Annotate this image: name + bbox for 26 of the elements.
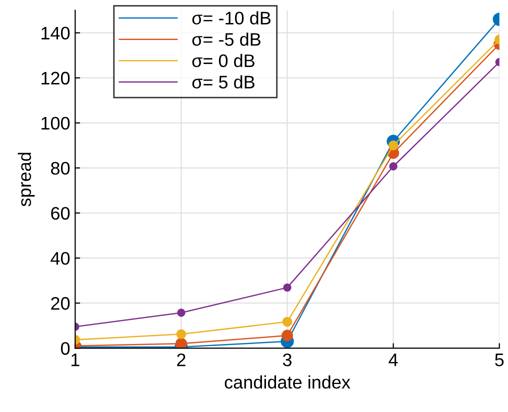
legend-label: σ= 5 dB: [192, 75, 254, 89]
y-tick-label: 80: [51, 162, 70, 175]
y-tick-label: 20: [51, 297, 70, 310]
y-tick-label: 100: [42, 116, 70, 130]
point: [282, 316, 292, 327]
legend-label: σ= -5 dB: [192, 32, 260, 46]
x-axis-title: candidate index: [224, 375, 350, 389]
point: [177, 308, 186, 317]
y-tick-label: 120: [42, 72, 70, 85]
legend-label: σ= 0 dB: [192, 54, 254, 68]
point: [282, 330, 294, 342]
x-tick-label: 3: [282, 353, 292, 366]
y-tick-label: 40: [50, 252, 70, 265]
point: [176, 329, 186, 340]
point: [283, 283, 292, 292]
x-tick-label: 2: [177, 353, 186, 366]
legend-label: σ= -10 dB: [192, 11, 270, 24]
point: [388, 140, 398, 150]
x-tick-label: 5: [495, 354, 504, 366]
x-tick-label: 4: [388, 354, 398, 366]
y-tick-label: 0: [60, 342, 70, 355]
y-axis-title: spread: [18, 152, 35, 206]
x-tick-label: 1: [72, 354, 80, 366]
point: [389, 162, 398, 170]
y-tick-label: 60: [51, 206, 70, 220]
y-tick-label: 140: [42, 26, 70, 40]
